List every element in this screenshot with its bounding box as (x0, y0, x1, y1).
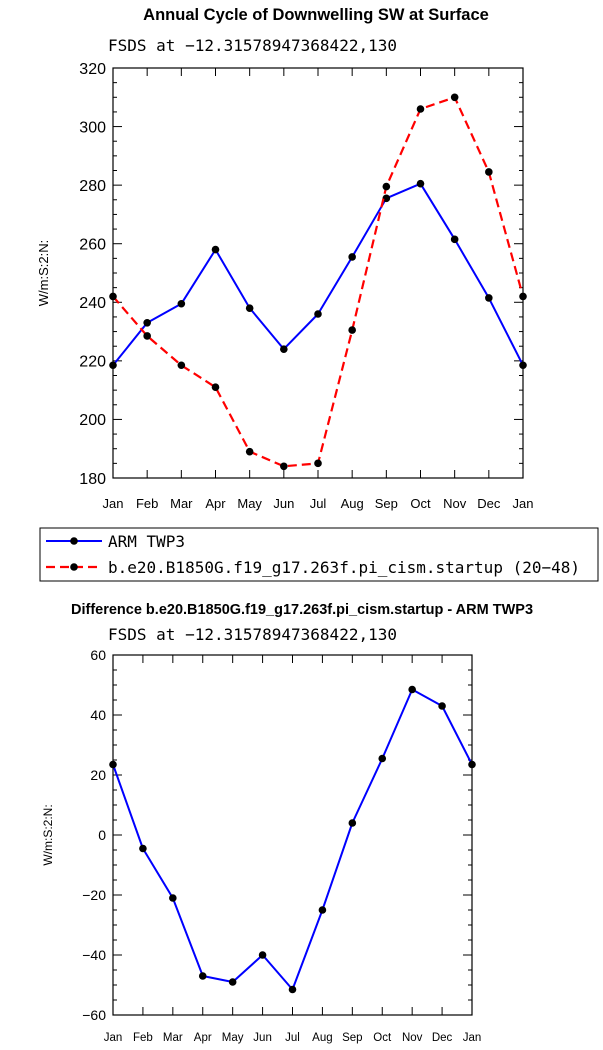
data-point (416, 105, 425, 113)
data-point (280, 462, 288, 471)
data-point (408, 685, 416, 694)
x-tick-label: Jan (463, 1032, 482, 1044)
data-point (382, 182, 391, 191)
data-point (485, 294, 493, 302)
legend-box (39, 527, 599, 582)
x-tick-label: Nov (402, 1032, 423, 1044)
y-tick-label: 240 (79, 295, 106, 312)
data-point (450, 235, 459, 244)
x-tick-label: Feb (133, 1032, 153, 1044)
data-point (485, 168, 493, 176)
y-tick-label: 320 (79, 61, 106, 78)
x-tick-label: Aug (341, 496, 364, 511)
data-point (109, 361, 117, 370)
data-point (382, 194, 391, 203)
y-tick-label: −60 (82, 1007, 106, 1023)
legend-label-model: b.e20.B1850G.f19_g17.263f.pi_cism.startu… (108, 558, 580, 577)
x-tick-label: Dec (432, 1032, 453, 1044)
data-point (378, 754, 387, 763)
chart-subtitle: FSDS at −12.31578947368422,130 (108, 36, 397, 55)
x-tick-label: Apr (194, 1032, 212, 1044)
y-axis-label: W/m:S:2:N: (41, 804, 55, 865)
chart-subtitle: FSDS at −12.31578947368422,130 (108, 625, 397, 644)
data-point (416, 179, 425, 188)
data-point (450, 93, 459, 102)
y-tick-label: 180 (79, 471, 106, 488)
y-tick-label: −20 (82, 887, 106, 903)
chart-title: Difference b.e20.B1850G.f19_g17.263f.pi_… (71, 602, 533, 618)
legend-marker-model (70, 563, 78, 571)
data-point (143, 332, 151, 340)
legend-entry-arm: ARM TWP3 (46, 532, 185, 551)
data-point (438, 702, 446, 710)
x-tick-label: Feb (136, 496, 158, 511)
legend-label-arm: ARM TWP3 (108, 532, 185, 551)
y-tick-label: 300 (79, 119, 106, 136)
data-point (228, 978, 237, 986)
y-tick-label: 220 (79, 354, 106, 371)
data-point (109, 292, 117, 301)
x-tick-label: Jan (103, 496, 124, 511)
legend: ARM TWP3 b.e20.B1850G.f19_g17.263f.pi_ci… (39, 527, 599, 582)
data-point (288, 985, 297, 994)
y-tick-label: 280 (79, 178, 106, 195)
data-point (245, 447, 254, 456)
y-tick-label: 0 (98, 827, 106, 843)
annual-cycle-chart: Annual Cycle of Downwelling SW at Surfac… (36, 6, 533, 511)
x-tick-label: Oct (373, 1032, 392, 1044)
x-tick-label: May (237, 496, 262, 511)
x-tick-label: Sep (342, 1032, 362, 1044)
y-tick-label: 20 (90, 767, 106, 783)
data-point (348, 326, 356, 334)
x-tick-label: Apr (205, 496, 226, 511)
x-tick-label: Jan (104, 1032, 123, 1044)
x-tick-label: Jul (310, 496, 327, 511)
data-point (348, 819, 357, 827)
x-tick-label: Jun (253, 1032, 272, 1044)
data-point (177, 299, 186, 308)
data-point (314, 310, 322, 318)
x-tick-label: Jan (513, 496, 534, 511)
data-point (314, 459, 322, 468)
x-tick-label: Jun (273, 496, 294, 511)
x-tick-label: Dec (477, 496, 501, 511)
data-point (139, 844, 147, 853)
data-point (211, 383, 220, 392)
y-tick-label: −40 (82, 947, 106, 963)
data-point (519, 361, 527, 370)
y-axis-label: W/m:S:2:N: (36, 240, 51, 306)
difference-chart: Difference b.e20.B1850G.f19_g17.263f.pi_… (41, 602, 533, 1044)
data-point (280, 345, 288, 353)
data-point (348, 253, 356, 261)
data-point (318, 906, 327, 914)
data-point (169, 894, 177, 902)
data-point (468, 760, 476, 769)
x-tick-label: Sep (375, 496, 398, 511)
data-point (258, 951, 267, 959)
y-tick-label: 40 (90, 707, 106, 723)
data-point (519, 292, 527, 301)
x-tick-label: Nov (443, 496, 467, 511)
data-point (109, 760, 117, 769)
data-point (198, 972, 207, 980)
y-tick-label: 60 (90, 647, 106, 663)
data-point (245, 304, 254, 312)
legend-entry-model: b.e20.B1850G.f19_g17.263f.pi_cism.startu… (46, 558, 580, 577)
x-tick-label: Jul (285, 1032, 300, 1044)
x-tick-label: May (222, 1032, 244, 1044)
data-point (211, 245, 220, 254)
x-tick-label: Aug (312, 1032, 332, 1044)
x-tick-label: Mar (170, 496, 193, 511)
y-tick-label: 260 (79, 236, 106, 253)
y-tick-label: 200 (79, 412, 106, 429)
x-tick-label: Mar (163, 1032, 183, 1044)
x-tick-label: Oct (410, 496, 431, 511)
legend-marker-arm (70, 537, 78, 545)
data-point (143, 318, 151, 327)
data-point (177, 361, 186, 370)
chart-title: Annual Cycle of Downwelling SW at Surfac… (143, 6, 489, 24)
